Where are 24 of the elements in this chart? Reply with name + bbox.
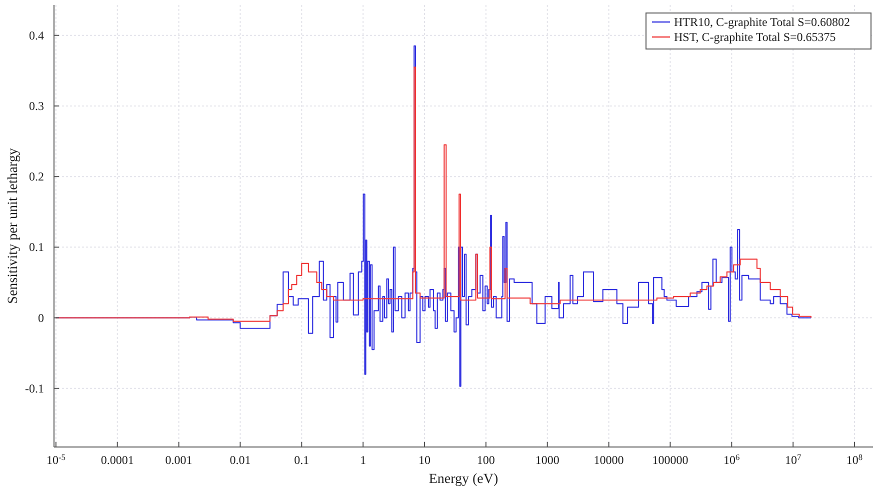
x-tick-label: 10$^{-5}$ <box>46 452 66 467</box>
x-tick-label: 10$^{8}$ <box>846 452 863 467</box>
x-tick-label: 0.1 <box>294 453 310 467</box>
y-tick-label: 0 <box>38 310 44 325</box>
y-axis-title: Sensitivity per unit lethargy <box>6 148 21 304</box>
x-tick-label: 100000 <box>652 453 688 467</box>
x-tick-label: 100 <box>476 453 495 467</box>
x-tick-label: 0.01 <box>230 453 251 467</box>
legend-label: HTR10, C-graphite Total S=0.60802 <box>674 15 850 29</box>
x-tick-label: 0.0001 <box>100 453 134 467</box>
x-tick-label: 0.001 <box>165 453 192 467</box>
x-tick-label: 10000 <box>594 453 624 467</box>
x-tick-label: 10$^{7}$ <box>784 452 802 467</box>
x-axis-title: Energy (eV) <box>428 472 498 487</box>
y-tick-label: 0.3 <box>29 98 44 113</box>
y-tick-label: 0.4 <box>29 28 44 42</box>
y-tick-label: 0.2 <box>29 170 44 184</box>
y-tick-label: 0.1 <box>29 240 44 254</box>
x-tick-label: 10 <box>418 453 431 467</box>
x-tick-label: 10$^{6}$ <box>724 452 740 467</box>
x-tick-label: 1 <box>360 453 366 467</box>
x-tick-label: 1000 <box>535 453 560 467</box>
legend-label: HST, C-graphite Total S=0.65375 <box>674 30 836 44</box>
y-tick-label: -0.1 <box>25 381 44 396</box>
